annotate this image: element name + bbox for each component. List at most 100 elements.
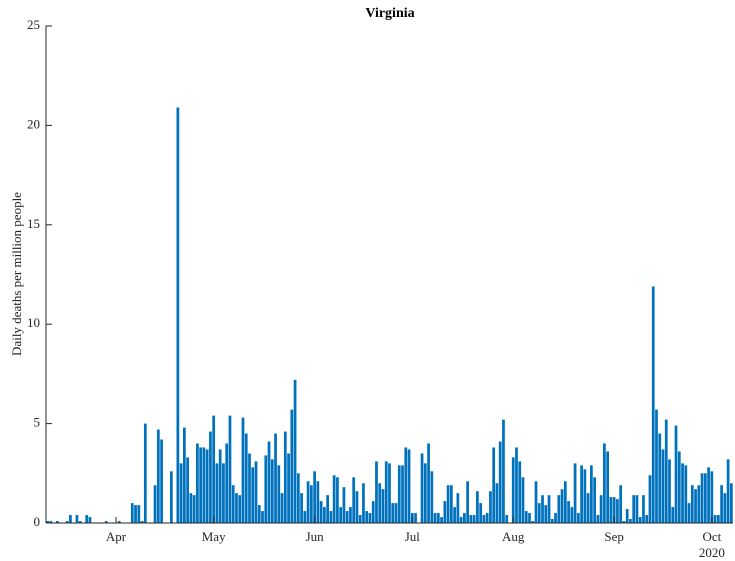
bar	[283, 431, 287, 523]
x-tick-label: Oct	[702, 529, 721, 544]
bar	[495, 483, 499, 523]
bar	[677, 451, 681, 523]
bar	[313, 471, 316, 523]
bar	[222, 463, 225, 523]
bar	[316, 481, 320, 523]
bar	[186, 457, 190, 523]
bar	[404, 447, 408, 523]
y-tick-label: 15	[27, 216, 40, 231]
bar	[716, 515, 720, 523]
bar	[489, 491, 492, 523]
bar	[700, 473, 704, 523]
bar	[586, 493, 590, 523]
bar	[169, 471, 173, 523]
bar	[49, 521, 53, 523]
bar	[384, 461, 388, 523]
bar	[130, 503, 134, 523]
bar	[664, 419, 668, 523]
bar	[661, 449, 665, 523]
bar	[583, 469, 587, 523]
bar	[596, 515, 600, 523]
bar	[479, 503, 483, 523]
bar	[251, 467, 255, 523]
bar	[645, 515, 649, 523]
bar	[287, 453, 290, 523]
bar	[394, 503, 398, 523]
bar	[218, 449, 222, 523]
bar	[332, 475, 336, 523]
bar	[365, 511, 369, 523]
bar	[358, 515, 362, 523]
bar	[176, 107, 180, 524]
bar	[707, 467, 710, 523]
bar	[576, 513, 580, 523]
bar	[459, 517, 463, 523]
bar	[730, 483, 733, 523]
bar	[518, 461, 522, 523]
bar	[264, 455, 268, 523]
bar	[612, 497, 616, 523]
bar	[381, 489, 385, 523]
bar	[694, 489, 697, 523]
bar	[355, 491, 359, 523]
bar	[720, 485, 723, 523]
bar	[397, 465, 401, 523]
bar	[635, 495, 639, 523]
bar	[453, 507, 456, 523]
bar	[156, 429, 160, 523]
bar	[632, 495, 636, 523]
y-tick-label: 0	[34, 514, 41, 529]
bar	[668, 459, 671, 523]
bar	[85, 515, 89, 523]
bar	[303, 511, 307, 523]
bar	[56, 521, 59, 523]
bar	[215, 463, 219, 523]
bar	[472, 515, 476, 523]
chart-title: Virginia	[365, 6, 414, 21]
bar	[446, 485, 450, 523]
bar	[160, 439, 163, 523]
bar	[339, 507, 343, 523]
bar	[202, 447, 206, 523]
bar	[570, 507, 574, 523]
bar	[456, 493, 460, 523]
bar	[589, 465, 593, 523]
bar	[580, 465, 583, 523]
bar	[69, 515, 72, 523]
bar	[274, 433, 277, 523]
bar	[616, 499, 619, 523]
bar	[622, 521, 626, 523]
bar	[401, 465, 404, 523]
bar	[153, 485, 157, 523]
bar	[651, 286, 655, 523]
bar	[329, 511, 333, 523]
bar	[407, 449, 411, 523]
bar	[342, 487, 346, 523]
bar	[143, 423, 147, 523]
bar	[466, 481, 470, 523]
x-tick-label: Sep	[604, 529, 624, 544]
x-tick-label: Apr	[106, 529, 127, 544]
bar	[485, 513, 489, 523]
bar	[420, 453, 424, 523]
bar	[280, 493, 284, 523]
bar	[228, 415, 232, 523]
y-tick-label: 25	[27, 17, 40, 32]
bar	[277, 465, 281, 523]
bar	[306, 481, 310, 523]
bar	[502, 419, 505, 523]
bar	[368, 513, 372, 523]
bar	[238, 495, 242, 523]
bar	[567, 501, 570, 523]
bar	[541, 495, 544, 523]
bar	[345, 511, 349, 523]
bar	[293, 379, 297, 523]
bar	[199, 447, 203, 523]
bar	[319, 501, 323, 523]
bar	[713, 515, 717, 523]
bar	[440, 517, 443, 523]
bar	[323, 507, 326, 523]
bar	[606, 451, 610, 523]
bar	[599, 495, 603, 523]
